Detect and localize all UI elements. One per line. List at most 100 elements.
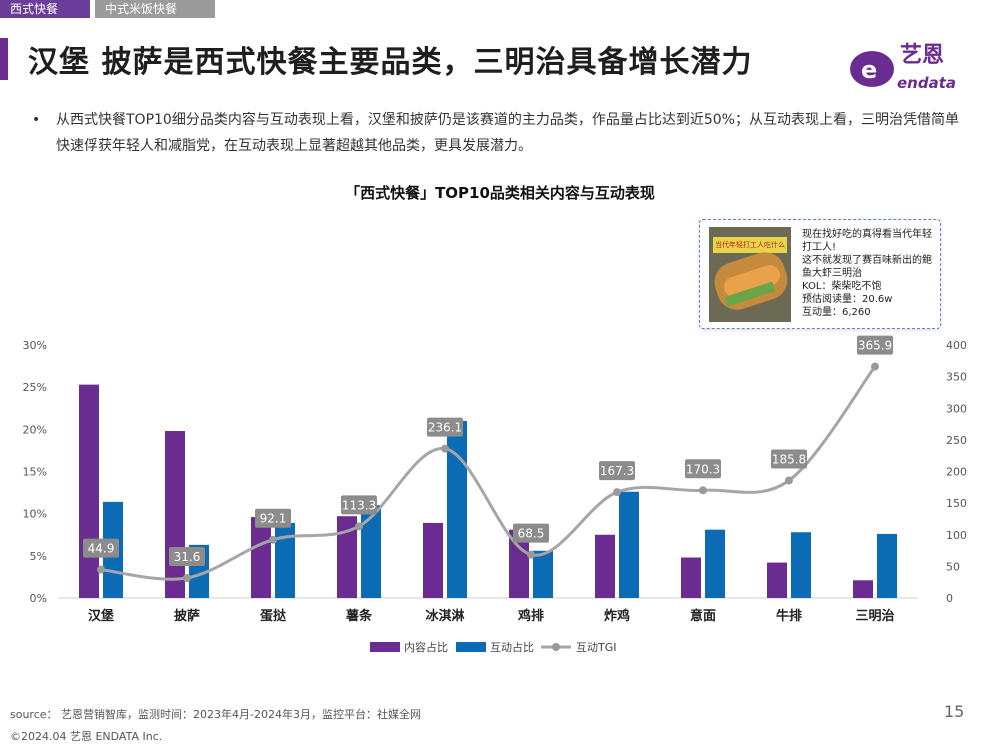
combo-chart: 0% 5% 10% 15% 20% 25% 30% 0 50 100 150 200 250 300 350… [23,335,967,654]
tgi-data-label: 167.3 [600,464,634,478]
bar-interaction-share [275,522,295,598]
y-right-tick-label: 400 [946,339,967,352]
callout-kol: KOL：柴柴吃不饱 [802,281,882,292]
bar-content-share [165,431,185,598]
thumb-text: 当代年轻打工人吃什么 [715,241,785,249]
x-category-label: 意面 [690,608,716,624]
tgi-data-label: 170.3 [686,462,720,476]
x-category-label: 披萨 [174,608,200,624]
y-right-tick-label: 350 [946,371,967,384]
bar-content-share [681,557,701,598]
logo-cn: 艺恩 [900,42,944,68]
summary-bullet: • 从西式快餐TOP10细分品类内容与互动表现上看，汉堡和披萨仍是该赛道的主力品… [32,107,962,159]
y-left-tick-label: 20% [23,423,47,436]
tgi-label-box [857,335,893,355]
y-right-tick-label: 50 [946,560,960,573]
copyright: ©2024.04 艺恩 ENDATA Inc. [10,730,163,743]
bar-interaction-share [447,420,467,598]
bar-interaction-share [619,491,639,598]
y-left-tick-label: 25% [23,381,47,394]
example-post-callout: 当代年轻打工人吃什么 现在找好吃的真得看当代年轻打工人! 这不就发现了赛百味新出… [699,219,941,329]
bar-content-share [423,522,443,598]
legend-label-tgi: 互动TGI [576,641,617,654]
tgi-point [699,486,707,495]
y-left-tick-label: 15% [23,466,47,479]
logo-en: endata [897,74,956,92]
y-right-tick-label: 100 [946,529,967,542]
thumb-banner [713,237,787,253]
bar-content-share [337,516,357,598]
x-category-label: 蛋挞 [260,608,287,624]
tgi-data-label: 365.9 [858,339,892,353]
y-right-tick-label: 250 [946,434,967,447]
tab-western-fastfood[interactable]: 西式快餐 [0,0,90,18]
tgi-data-label: 236.1 [428,421,462,435]
summary-text: 从西式快餐TOP10细分品类内容与互动表现上看，汉堡和披萨仍是该赛道的主力品类，… [56,112,959,154]
chart-title: 「西式快餐」TOP10品类相关内容与互动表现 [345,184,655,202]
bar-interaction-share [791,532,811,598]
x-category-label: 薯条 [345,608,373,624]
y-left-tick-label: 30% [23,339,47,352]
callout-line-1: 现在找好吃的真得看当代年轻打工人! [802,229,932,253]
tgi-label-box [685,459,721,479]
tab-chinese-rice-fastfood[interactable]: 中式米饭快餐 [95,0,215,18]
legend-marker-tgi [552,643,560,651]
callout-line-2: 这不就发现了赛百味新出的鲍鱼大虾三明治 [802,255,932,279]
tgi-label-box [771,449,807,469]
tgi-point [441,444,449,453]
tgi-label-box [513,523,549,543]
y-right-tick-label: 200 [946,466,967,479]
tgi-point [183,574,191,583]
tgi-label-box [255,508,291,528]
tgi-point [613,488,621,497]
y-right-tick-label: 0 [946,592,953,605]
endata-logo: e 艺恩 endata [850,42,956,92]
bar-interaction-share [533,550,553,598]
callout-reads: 预估阅读量：20.6w [802,294,893,305]
x-category-label: 炸鸡 [604,608,630,624]
bar-content-share [251,517,271,598]
legend-swatch-interaction-share [456,642,486,652]
x-category-label: 汉堡 [88,608,114,624]
tgi-point [97,565,105,574]
tgi-label-box [341,495,377,515]
tgi-line [100,365,877,581]
svg-text:e: e [861,56,877,84]
bar-interaction-share [705,529,725,598]
tgi-data-label: 185.8 [772,452,806,466]
tgi-label-box [83,538,119,558]
tgi-point [355,522,363,531]
page-number: 15 [944,702,965,721]
x-category-label: 鸡排 [517,608,544,624]
legend-label-content-share: 内容占比 [404,640,448,654]
tgi-data-label: 68.5 [518,527,545,541]
callout-interactions: 互动量：6,260 [802,307,871,318]
x-category-label: 三明治 [855,608,894,624]
bullet-dot: • [32,112,41,128]
tgi-data-label: 113.3 [342,498,376,512]
tgi-point [785,476,793,485]
bar-content-share [509,529,529,598]
title-accent-bar [0,38,8,80]
bar-content-share [853,580,873,598]
y-left-tick-label: 0% [30,592,47,605]
bar-content-share [79,384,99,598]
y-left-tick-label: 5% [30,550,47,563]
tgi-label-box [169,547,205,567]
tgi-label-box [599,461,635,481]
legend-label-interaction-share: 互动占比 [490,640,534,654]
tgi-point [527,550,535,559]
tgi-point [269,535,277,544]
sandwich-thumbnail: 当代年轻打工人吃什么 [709,227,791,322]
tgi-data-label: 31.6 [174,550,201,564]
tgi-point [871,362,879,371]
tgi-label-box [427,417,463,437]
tgi-data-label: 92.1 [260,512,287,526]
bar-content-share [595,534,615,598]
bar-interaction-share [361,505,381,598]
bar-content-share [767,562,787,598]
source-note: source： 艺恩营销智库，监测时间：2023年4月-2024年3月，监控平台… [10,708,421,721]
page-title: 汉堡 披萨是西式快餐主要品类，三明治具备增长潜力 [28,45,753,80]
callout-info: 现在找好吃的真得看当代年轻打工人! 这不就发现了赛百味新出的鲍鱼大虾三明治 KO… [802,228,934,319]
x-category-label: 牛排 [776,608,802,624]
